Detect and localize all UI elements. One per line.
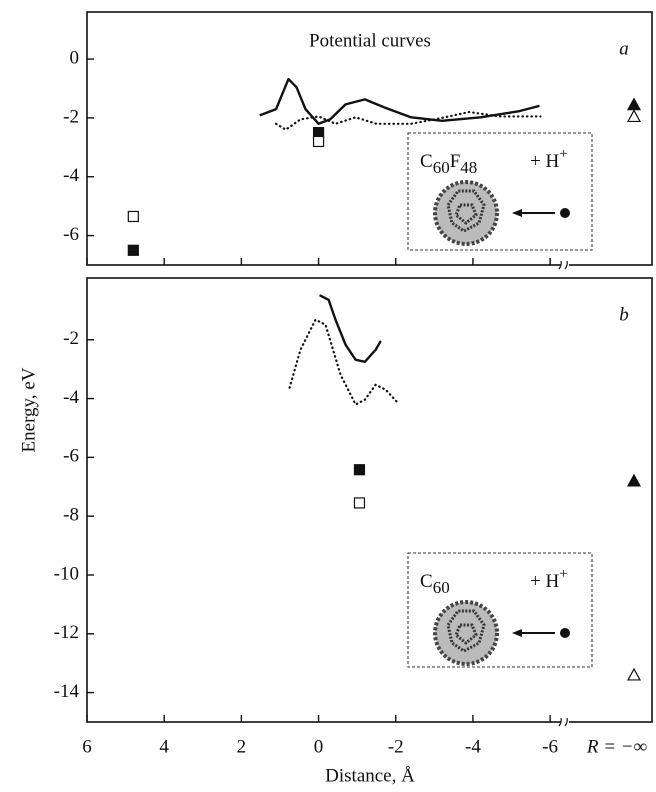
- axis-break: [558, 717, 568, 727]
- x-tick-label: 6: [82, 736, 92, 757]
- formula-part: 60: [433, 158, 450, 177]
- y-tick-label: -2: [63, 106, 79, 127]
- triangle-marker: [626, 667, 642, 681]
- x-tick-label: 0: [314, 736, 324, 757]
- square-marker: [312, 135, 325, 148]
- x-tick-label: -6: [542, 736, 558, 757]
- y-tick-label: 0: [70, 47, 80, 68]
- y-tick-label: -4: [63, 387, 79, 408]
- axis-break-gap: [561, 263, 569, 267]
- formula-part: F: [450, 151, 461, 172]
- plot-frame: [86, 11, 653, 266]
- y-tick-label: -10: [54, 563, 79, 584]
- x-tick-label: 2: [237, 736, 247, 757]
- panel-label: a: [619, 38, 629, 59]
- square-marker: [353, 464, 366, 476]
- x-tick-label: -4: [465, 736, 481, 757]
- inset-formula: C60F48: [420, 151, 477, 177]
- inset-ion: + H+: [530, 146, 568, 172]
- solid-curve: [319, 294, 382, 364]
- square-marker: [127, 210, 139, 223]
- inset-box: [407, 552, 593, 668]
- chart-title: Potential curves: [309, 30, 431, 51]
- formula-part: 48: [460, 158, 477, 177]
- formula-part: 60: [433, 578, 450, 597]
- inset-ion: + H+: [530, 566, 568, 592]
- proton: [560, 208, 570, 218]
- ion-part: + H: [530, 151, 559, 172]
- inset-box: [407, 132, 593, 251]
- arrow-head: [512, 629, 522, 637]
- x-tick-label: 4: [159, 736, 169, 757]
- y-tick-label: -6: [63, 224, 79, 245]
- dotted-curve: [275, 110, 542, 131]
- y-tick-label: -6: [63, 446, 79, 467]
- square-marker: [353, 497, 366, 509]
- x-axis-label: Distance, Å: [325, 765, 415, 786]
- x-infinity-label: R = −∞: [586, 736, 647, 757]
- axis-break-gap: [561, 720, 569, 724]
- molecule-cage: [446, 189, 486, 233]
- ion-part: +: [559, 146, 567, 162]
- formula-part: C: [420, 151, 433, 172]
- axis-break: [558, 260, 568, 270]
- y-tick-label: -14: [54, 681, 80, 702]
- y-tick-label: -12: [54, 622, 79, 643]
- molecule: [433, 180, 499, 246]
- proton: [560, 628, 570, 638]
- triangle-marker: [626, 97, 642, 111]
- molecule-cage: [446, 609, 486, 653]
- panel-label: b: [619, 304, 629, 325]
- ion-part: + H: [530, 571, 559, 592]
- molecule: [433, 600, 499, 666]
- inset-formula: C60: [420, 571, 450, 597]
- formula-part: C: [420, 571, 433, 592]
- y-tick-label: -4: [63, 165, 79, 186]
- square-marker: [127, 244, 139, 256]
- y-axis-label: Energy, eV: [18, 367, 39, 452]
- plot-frame: [86, 277, 653, 723]
- y-tick-label: -2: [63, 328, 79, 349]
- ion-part: +: [559, 566, 567, 582]
- solid-curve: [259, 77, 540, 125]
- x-tick-label: -2: [388, 736, 404, 757]
- triangle-marker: [626, 109, 642, 123]
- arrow-head: [512, 209, 522, 217]
- dotted-curve: [288, 318, 399, 406]
- triangle-marker: [626, 473, 642, 487]
- y-tick-label: -8: [63, 505, 79, 526]
